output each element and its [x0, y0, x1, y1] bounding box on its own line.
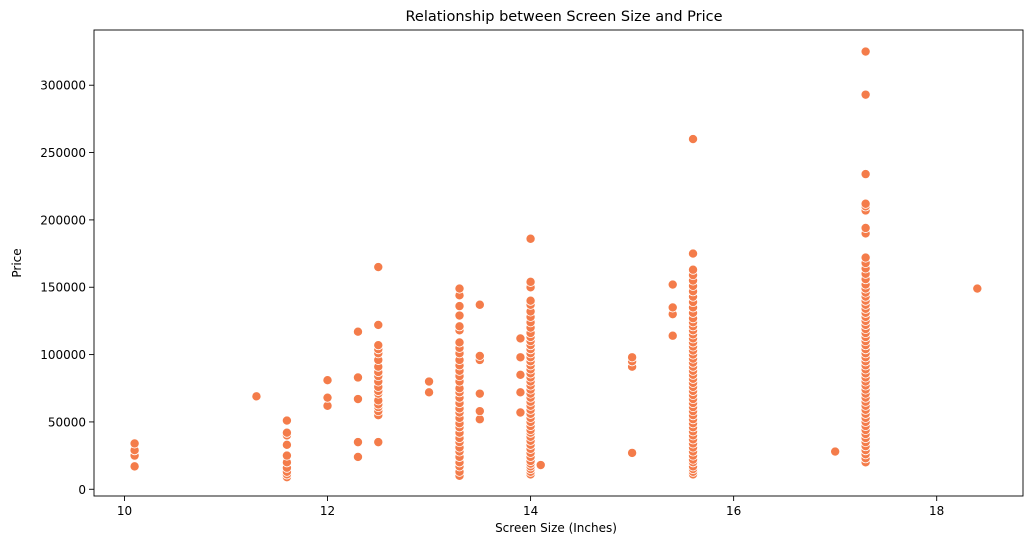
- x-tick-label: 14: [523, 504, 538, 518]
- data-point: [474, 388, 485, 399]
- data-point: [627, 447, 638, 458]
- data-point: [352, 326, 363, 337]
- data-point: [860, 46, 871, 57]
- data-point: [281, 415, 292, 426]
- data-point: [515, 352, 526, 363]
- data-point: [129, 438, 140, 449]
- data-point: [688, 248, 699, 259]
- x-tick-label: 12: [320, 504, 335, 518]
- x-tick-label: 16: [726, 504, 741, 518]
- data-point: [667, 302, 678, 313]
- y-tick-label: 100000: [40, 348, 86, 362]
- data-point: [474, 299, 485, 310]
- data-point: [281, 439, 292, 450]
- data-point: [352, 394, 363, 405]
- data-point: [515, 407, 526, 418]
- data-points: [129, 46, 983, 483]
- data-point: [251, 391, 262, 402]
- y-tick-label: 50000: [48, 415, 86, 429]
- data-point: [454, 301, 465, 312]
- data-point: [860, 198, 871, 209]
- data-point: [860, 169, 871, 180]
- data-point: [352, 372, 363, 383]
- data-point: [688, 134, 699, 145]
- data-point: [972, 283, 983, 294]
- data-point: [454, 321, 465, 332]
- y-tick-label: 250000: [40, 146, 86, 160]
- data-point: [860, 252, 871, 263]
- data-point: [373, 437, 384, 448]
- y-axis-label: Price: [10, 248, 24, 277]
- plot-frame: [93, 29, 1024, 497]
- data-point: [860, 222, 871, 233]
- x-axis-label: Screen Size (Inches): [495, 521, 617, 535]
- y-axis: 0 50000 100000 150000 200000 250000 300000: [40, 79, 94, 497]
- data-point: [474, 350, 485, 361]
- data-point: [860, 89, 871, 100]
- data-point: [454, 310, 465, 321]
- data-point: [373, 319, 384, 330]
- data-point: [515, 387, 526, 398]
- data-point: [322, 375, 333, 386]
- data-point: [667, 279, 678, 290]
- data-point: [373, 262, 384, 273]
- data-point: [322, 392, 333, 403]
- x-axis: 10 12 14 16 18: [117, 496, 944, 518]
- data-point: [535, 460, 546, 471]
- y-tick-label: 0: [78, 483, 86, 497]
- data-point: [454, 283, 465, 294]
- data-point: [525, 276, 536, 287]
- data-point: [515, 333, 526, 344]
- data-point: [129, 461, 140, 472]
- data-point: [474, 406, 485, 417]
- data-point: [525, 295, 536, 306]
- data-point: [627, 352, 638, 363]
- data-point: [667, 330, 678, 341]
- data-point: [688, 264, 699, 275]
- y-tick-label: 200000: [40, 213, 86, 227]
- data-point: [515, 369, 526, 380]
- y-tick-label: 150000: [40, 281, 86, 295]
- data-point: [281, 450, 292, 461]
- data-point: [352, 437, 363, 448]
- y-tick-label: 300000: [40, 79, 86, 93]
- data-point: [281, 427, 292, 438]
- data-point: [454, 337, 465, 348]
- data-point: [352, 451, 363, 462]
- data-point: [525, 233, 536, 244]
- x-tick-label: 10: [117, 504, 132, 518]
- chart-title: Relationship between Screen Size and Pri…: [405, 9, 722, 25]
- data-point: [424, 387, 435, 398]
- data-point: [424, 376, 435, 387]
- data-point: [373, 340, 384, 351]
- data-point: [830, 446, 841, 457]
- x-tick-label: 18: [929, 504, 944, 518]
